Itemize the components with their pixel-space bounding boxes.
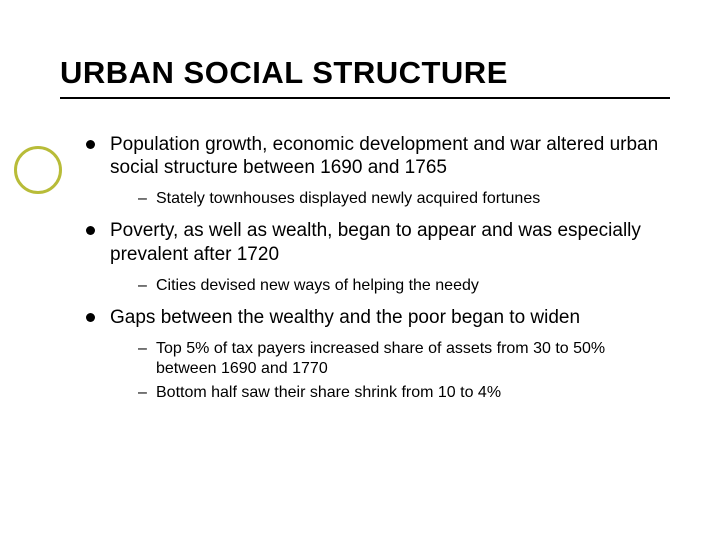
sub-bullet-text: Bottom half saw their share shrink from … (156, 384, 501, 401)
sub-list: Cities devised new ways of helping the n… (110, 276, 670, 296)
sub-bullet-text: Top 5% of tax payers increased share of … (156, 340, 605, 377)
sub-list-item: Stately townhouses displayed newly acqui… (138, 189, 670, 209)
sub-bullet-text: Stately townhouses displayed newly acqui… (156, 190, 540, 207)
sub-list: Top 5% of tax payers increased share of … (110, 339, 670, 403)
slide-container: URBAN SOCIAL STRUCTURE Population growth… (0, 0, 720, 540)
sub-list-item: Bottom half saw their share shrink from … (138, 383, 670, 403)
title-underline (60, 97, 670, 99)
slide-title: URBAN SOCIAL STRUCTURE (60, 55, 670, 91)
list-item: Poverty, as well as wealth, began to app… (86, 219, 670, 295)
bullet-text: Population growth, economic development … (110, 134, 658, 178)
content-area: Population growth, economic development … (60, 133, 670, 403)
bullet-text: Poverty, as well as wealth, began to app… (110, 220, 641, 264)
sub-list-item: Top 5% of tax payers increased share of … (138, 339, 670, 379)
sub-bullet-text: Cities devised new ways of helping the n… (156, 277, 479, 294)
bullet-text: Gaps between the wealthy and the poor be… (110, 307, 580, 328)
circle-decor (14, 146, 62, 194)
sub-list-item: Cities devised new ways of helping the n… (138, 276, 670, 296)
bullet-list: Population growth, economic development … (86, 133, 670, 403)
sub-list: Stately townhouses displayed newly acqui… (110, 189, 670, 209)
list-item: Population growth, economic development … (86, 133, 670, 209)
list-item: Gaps between the wealthy and the poor be… (86, 306, 670, 403)
